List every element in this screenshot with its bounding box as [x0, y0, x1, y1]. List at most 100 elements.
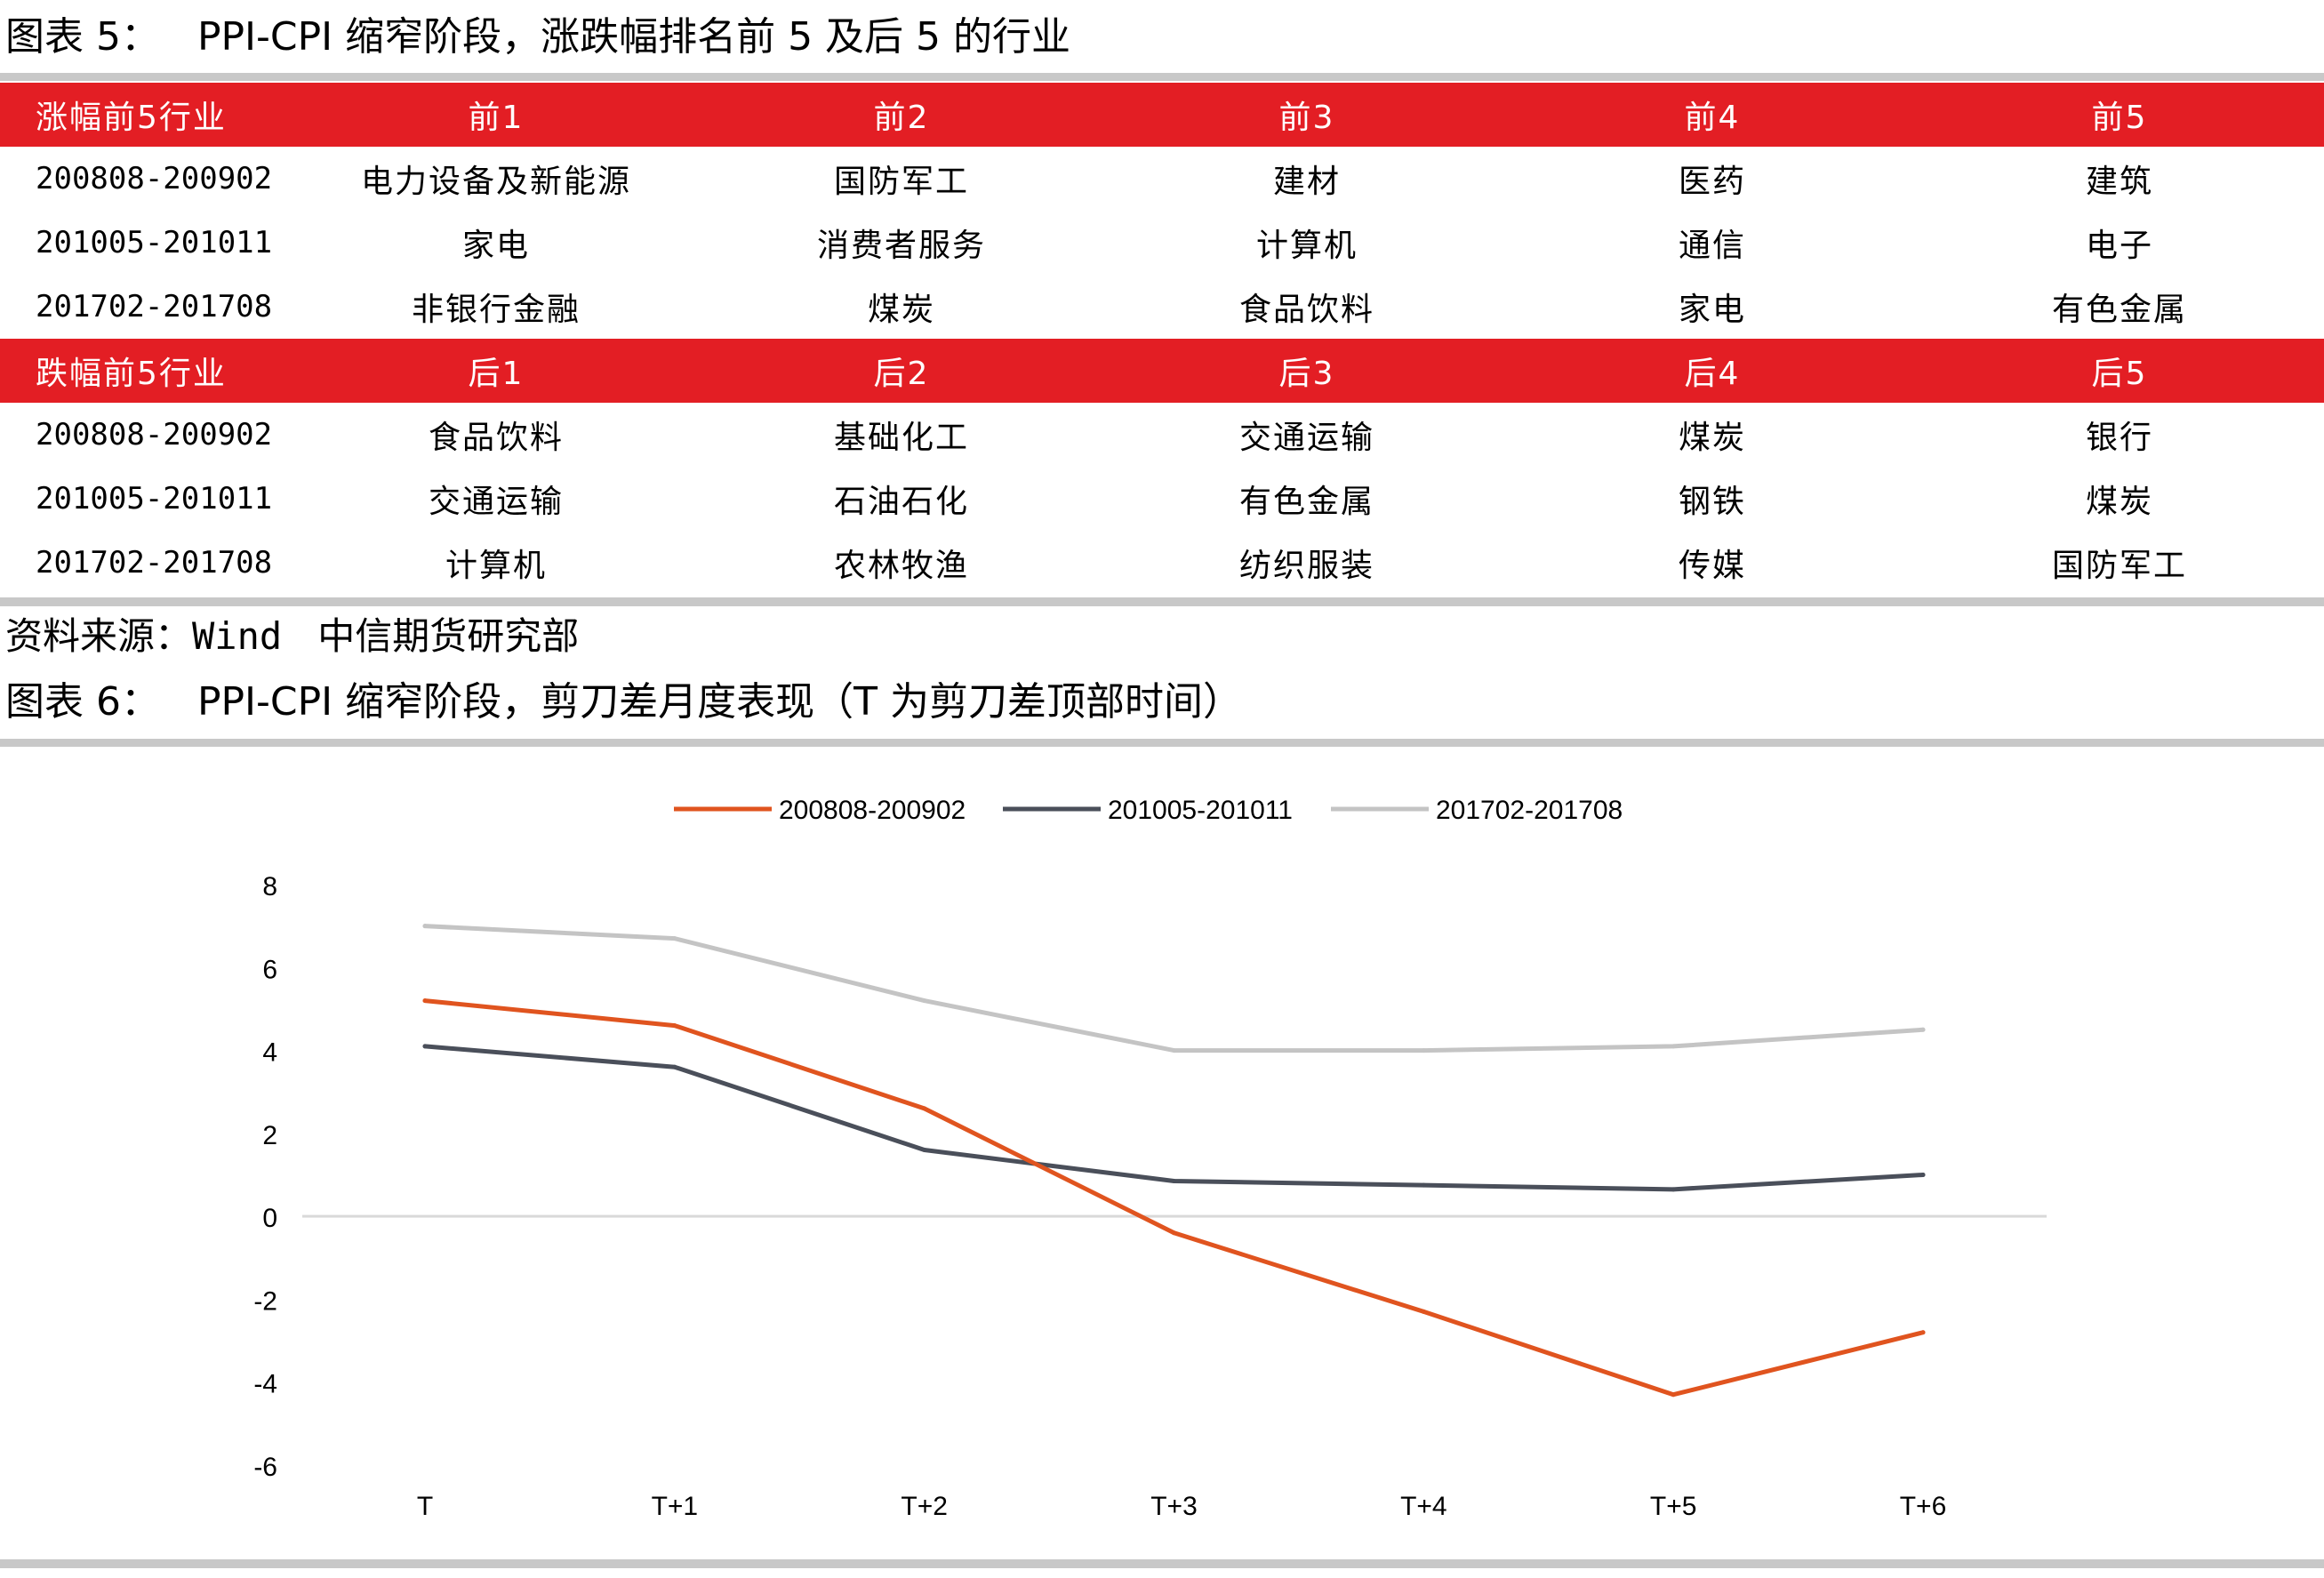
industry-cell: 有色金属 — [1238, 484, 1374, 520]
source-name: Wind — [192, 614, 283, 658]
scissors-gap-line-chart: 8 6 4 2 0 -2 -4 -6 T T+1 T+2 T+3 T+4 T+5 T+6 200808-200… — [253, 796, 2047, 1521]
industry-cell: 钢铁 — [1678, 484, 1746, 520]
industry-cell: 后4 — [1510, 339, 1915, 403]
industry-cell: 后1 — [293, 339, 699, 403]
x-tick-label: T+2 — [901, 1492, 948, 1521]
row-label-cell: 涨幅前5行业 — [0, 83, 293, 147]
row-label-cell: 跌幅前5行业 — [0, 339, 293, 403]
series-line-201005-201011 — [422, 1044, 1926, 1192]
industry-cell: 后3 — [1104, 339, 1510, 403]
data-point — [422, 924, 428, 929]
data-point — [422, 998, 428, 1004]
industry-cell: 交通运输 — [1238, 420, 1374, 456]
data-point — [1920, 1173, 1926, 1177]
y-tick-label: 6 — [262, 955, 277, 984]
data-point — [922, 1148, 927, 1153]
series-line-200808-200902 — [422, 998, 1926, 1398]
industry-cell: 有色金属 — [2051, 292, 2187, 328]
industry-cell: 前5 — [1915, 83, 2324, 147]
figure6-bottom-rule — [0, 1559, 2324, 1568]
data-point — [672, 1023, 677, 1029]
data-point — [1671, 1392, 1676, 1398]
industry-cell: 银行 — [2085, 420, 2153, 456]
series-line-201702-201708 — [422, 924, 1926, 1053]
data-point — [672, 1064, 677, 1069]
row-label-cell: 201702-201708 — [36, 545, 273, 581]
gainers-data-row: 200808-200902 电力设备及新能源 国防军工 建材 医药 建筑 — [0, 147, 2324, 211]
industry-cell: 食品饮料 — [1238, 292, 1374, 328]
industry-cell: 国防军工 — [833, 164, 969, 200]
y-tick-label: 8 — [262, 872, 277, 901]
industry-cell: 建筑 — [2085, 164, 2153, 200]
y-tick-label: -4 — [253, 1370, 277, 1399]
x-tick-label: T+5 — [1650, 1492, 1697, 1521]
industry-cell: 计算机 — [1255, 228, 1358, 264]
losers-data-row: 200808-200902 食品饮料 基础化工 交通运输 煤炭 银行 — [0, 403, 2324, 467]
data-point — [1920, 1330, 1926, 1335]
figure5-top-rule — [0, 73, 2324, 81]
industry-cell: 电子 — [2085, 228, 2153, 264]
data-point — [922, 1106, 927, 1111]
y-tick-label: 4 — [262, 1038, 277, 1068]
industry-cell: 国防军工 — [2051, 548, 2187, 584]
row-label-cell: 201005-201011 — [36, 225, 273, 260]
x-tick-label: T+1 — [652, 1492, 699, 1521]
industry-cell: 通信 — [1678, 228, 1746, 264]
industry-cell: 石油石化 — [833, 484, 969, 520]
industry-cell: 后2 — [699, 339, 1104, 403]
industry-cell: 前2 — [699, 83, 1104, 147]
data-point — [1421, 1309, 1426, 1314]
industry-cell: 纺织服装 — [1238, 548, 1374, 584]
y-tick-label: 0 — [262, 1204, 277, 1233]
industry-cell: 医药 — [1678, 164, 1746, 200]
industry-cell: 建材 — [1272, 164, 1341, 200]
industry-cell: 食品饮料 — [428, 420, 564, 456]
data-point — [422, 1044, 428, 1049]
x-tick-label: T+3 — [1150, 1492, 1198, 1521]
x-tick-label: T+4 — [1400, 1492, 1447, 1521]
industry-cell: 交通运输 — [428, 484, 564, 520]
x-tick-label: T — [417, 1492, 433, 1521]
industry-cell: 家电 — [461, 228, 530, 264]
row-label-cell: 200808-200902 — [36, 161, 273, 196]
industry-cell: 煤炭 — [1678, 420, 1746, 456]
legend-label: 201702-201708 — [1436, 796, 1623, 825]
industry-cell: 基础化工 — [833, 420, 969, 456]
losers-header-row: 跌幅前5行业 后1 后2 后3 后4 后5 — [0, 339, 2324, 403]
gainers-header-row: 涨幅前5行业 前1 前2 前3 前4 前5 — [0, 83, 2324, 147]
y-tick-label: -6 — [253, 1453, 277, 1482]
gainers-data-row: 201702-201708 非银行金融 煤炭 食品饮料 家电 有色金属 — [0, 275, 2324, 339]
industry-cell: 前1 — [293, 83, 699, 147]
data-point — [1172, 1230, 1176, 1236]
industry-cell: 煤炭 — [2085, 484, 2153, 520]
source-prefix: 资料来源： — [5, 614, 193, 658]
data-point — [1421, 1182, 1426, 1188]
industry-cell: 计算机 — [445, 548, 547, 584]
industry-cell: 后5 — [1915, 339, 2324, 403]
y-tick-label: -2 — [253, 1286, 277, 1316]
industry-cell: 传媒 — [1678, 548, 1746, 584]
industry-ranking-table: 涨幅前5行业 前1 前2 前3 前4 前5 200808-200902 电力设备及新能源 国防军… — [0, 83, 2324, 595]
figure6-top-rule — [0, 739, 2324, 747]
losers-data-row: 201702-201708 计算机 农林牧渔 纺织服装 传媒 国防军工 — [0, 531, 2324, 595]
data-point — [1421, 1048, 1426, 1053]
data-point — [1920, 1027, 1926, 1032]
row-label-cell: 201702-201708 — [36, 289, 273, 324]
industry-cell: 消费者服务 — [816, 228, 986, 264]
industry-cell: 煤炭 — [867, 292, 935, 328]
figure6-title: 图表 6： PPI-CPI 缩窄阶段，剪刀差月度表现（T 为剪刀差顶部时间） — [5, 679, 1242, 725]
source-note: 资料来源：Wind 中信期货研究部 — [5, 612, 579, 661]
gainers-data-row: 201005-201011 家电 消费者服务 计算机 通信 电子 — [0, 211, 2324, 275]
industry-cell: 前3 — [1104, 83, 1510, 147]
figure5-title: 图表 5： PPI-CPI 缩窄阶段，涨跌幅排名前 5 及后 5 的行业 — [5, 14, 1071, 60]
data-point — [1172, 1048, 1176, 1053]
source-org: 中信期货研究部 — [317, 614, 580, 658]
data-point — [922, 998, 927, 1004]
data-point — [1172, 1178, 1176, 1183]
row-label-cell: 201005-201011 — [36, 481, 273, 517]
industry-cell: 电力设备及新能源 — [360, 164, 631, 200]
industry-cell: 家电 — [1678, 292, 1746, 328]
x-tick-label: T+6 — [1900, 1492, 1947, 1521]
losers-data-row: 201005-201011 交通运输 石油石化 有色金属 钢铁 煤炭 — [0, 467, 2324, 531]
row-label-cell: 200808-200902 — [36, 417, 273, 453]
